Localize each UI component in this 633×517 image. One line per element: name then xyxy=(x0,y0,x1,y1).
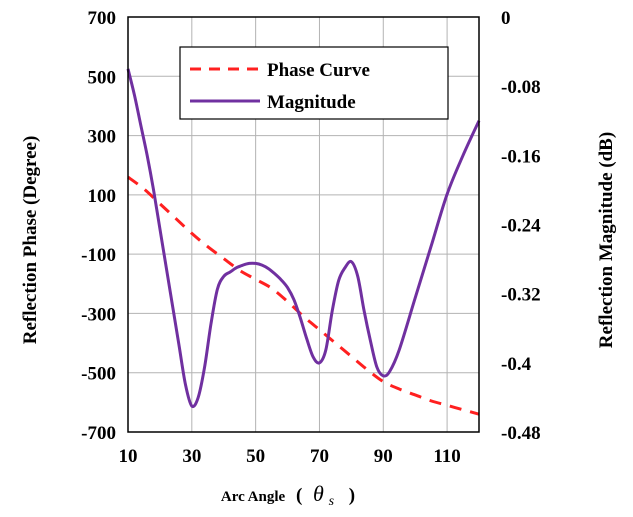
x-axis-ticks: 10 30 50 70 90 110 xyxy=(119,446,461,467)
y-right-tick-label: -0.48 xyxy=(501,423,541,444)
plot-frame xyxy=(127,16,480,433)
series-line-phase-curve xyxy=(127,175,480,416)
y-left-axis-title: Reflection Phase (Degree) xyxy=(20,136,41,345)
y-left-tick-label: -700 xyxy=(81,423,116,444)
y-right-tick-label: -0.08 xyxy=(501,77,541,98)
y-right-tick-label: -0.4 xyxy=(501,354,532,375)
x-axis-title-open-paren: ( xyxy=(296,485,302,506)
legend: Phase Curve Magnitude xyxy=(179,46,449,120)
x-tick-label: 110 xyxy=(433,446,460,467)
y-right-tick-label: -0.24 xyxy=(501,216,541,237)
y-right-tick-label: -0.16 xyxy=(501,146,541,167)
y-left-tick-label: -300 xyxy=(81,304,116,325)
x-tick-label: 10 xyxy=(119,446,138,467)
y-right-axis-title: Reflection Magnitude (dB) xyxy=(596,132,617,348)
x-tick-label: 30 xyxy=(182,446,201,467)
x-axis-title-close-paren: ) xyxy=(349,485,355,506)
x-tick-label: 90 xyxy=(374,446,393,467)
x-tick-label: 50 xyxy=(246,446,265,467)
y-right-tick-label: -0.32 xyxy=(501,285,541,306)
x-axis-title-symbol: θ xyxy=(313,481,324,506)
y-left-tick-label: 100 xyxy=(88,186,117,207)
legend-label-magnitude: Magnitude xyxy=(267,92,356,113)
y-left-tick-label: -500 xyxy=(81,364,116,385)
series-layer xyxy=(126,68,481,416)
y-right-axis-ticks: 0 -0.08 -0.16 -0.24 -0.32 -0.4 -0.48 xyxy=(501,8,541,444)
x-axis-title: Arc Angle ( θ s ) xyxy=(221,481,355,510)
y-left-tick-label: 700 xyxy=(88,8,117,29)
y-left-tick-label: 500 xyxy=(88,67,117,88)
legend-box xyxy=(179,46,449,120)
y-right-tick-label: 0 xyxy=(501,8,511,29)
x-tick-label: 70 xyxy=(310,446,329,467)
x-axis-title-subscript: s xyxy=(329,494,335,509)
y-left-tick-label: 300 xyxy=(88,127,117,148)
x-axis-title-main: Arc Angle xyxy=(221,489,286,505)
series-line-magnitude xyxy=(126,68,481,409)
legend-label-phase-curve: Phase Curve xyxy=(267,60,370,81)
y-left-axis-ticks: 700 500 300 100 -100 -300 -500 -700 xyxy=(81,8,116,444)
y-left-tick-label: -100 xyxy=(81,245,116,266)
